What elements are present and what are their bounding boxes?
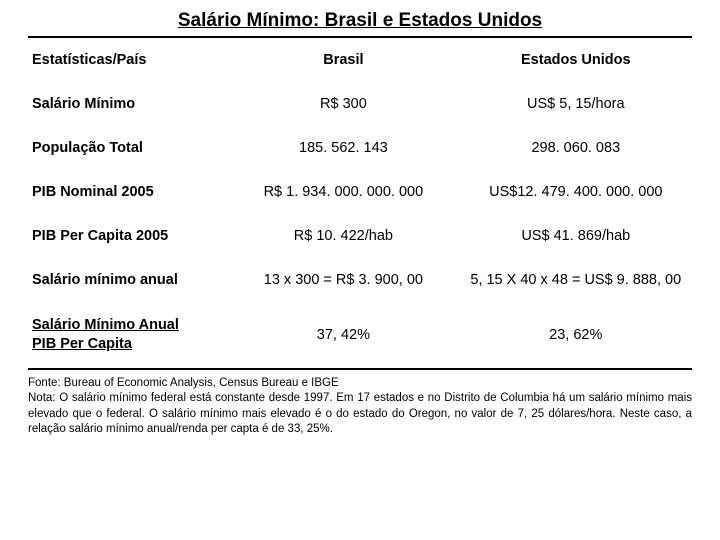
page-container: Salário Mínimo: Brasil e Estados Unidos … xyxy=(0,0,720,438)
cell-brasil: 185. 562. 143 xyxy=(227,126,459,170)
cell-brasil: R$ 1. 934. 000. 000. 000 xyxy=(227,170,459,214)
comparison-table: Estatísticas/País Brasil Estados Unidos … xyxy=(28,36,692,370)
table-row: PIB Per Capita 2005R$ 10. 422/habUS$ 41.… xyxy=(28,214,692,258)
page-title: Salário Mínimo: Brasil e Estados Unidos xyxy=(28,10,692,32)
row-label: PIB Nominal 2005 xyxy=(28,170,227,214)
footer-notes: Fonte: Bureau of Economic Analysis, Cens… xyxy=(28,376,692,438)
cell-brasil: R$ 300 xyxy=(227,82,459,126)
row-label: Salário Mínimo xyxy=(28,82,227,126)
table-body: Salário MínimoR$ 300US$ 5, 15/horaPopula… xyxy=(28,82,692,369)
table-row: Salário mínimo anual13 x 300 = R$ 3. 900… xyxy=(28,258,692,302)
cell-eua: 5, 15 X 40 x 48 = US$ 9. 888, 00 xyxy=(460,258,692,302)
cell-eua: US$12. 479. 400. 000. 000 xyxy=(460,170,692,214)
cell-eua: US$ 5, 15/hora xyxy=(460,82,692,126)
row-label: Salário mínimo anual xyxy=(28,258,227,302)
footer-fonte: Fonte: Bureau of Economic Analysis, Cens… xyxy=(28,376,692,392)
footer-nota: Nota: O salário mínimo federal está cons… xyxy=(28,391,692,438)
table-row: PIB Nominal 2005R$ 1. 934. 000. 000. 000… xyxy=(28,170,692,214)
header-stat: Estatísticas/País xyxy=(28,37,227,82)
header-brasil: Brasil xyxy=(227,37,459,82)
table-row: Salário MínimoR$ 300US$ 5, 15/hora xyxy=(28,82,692,126)
row-label: População Total xyxy=(28,126,227,170)
cell-eua: 298. 060. 083 xyxy=(460,126,692,170)
table-row: Salário Mínimo Anual PIB Per Capita37, 4… xyxy=(28,302,692,369)
header-eua: Estados Unidos xyxy=(460,37,692,82)
cell-brasil: 37, 42% xyxy=(227,302,459,369)
cell-brasil: 13 x 300 = R$ 3. 900, 00 xyxy=(227,258,459,302)
cell-eua: 23, 62% xyxy=(460,302,692,369)
table-row: População Total185. 562. 143298. 060. 08… xyxy=(28,126,692,170)
cell-eua: US$ 41. 869/hab xyxy=(460,214,692,258)
row-label: Salário Mínimo Anual PIB Per Capita xyxy=(28,302,227,369)
cell-brasil: R$ 10. 422/hab xyxy=(227,214,459,258)
table-header-row: Estatísticas/País Brasil Estados Unidos xyxy=(28,37,692,82)
row-label: PIB Per Capita 2005 xyxy=(28,214,227,258)
